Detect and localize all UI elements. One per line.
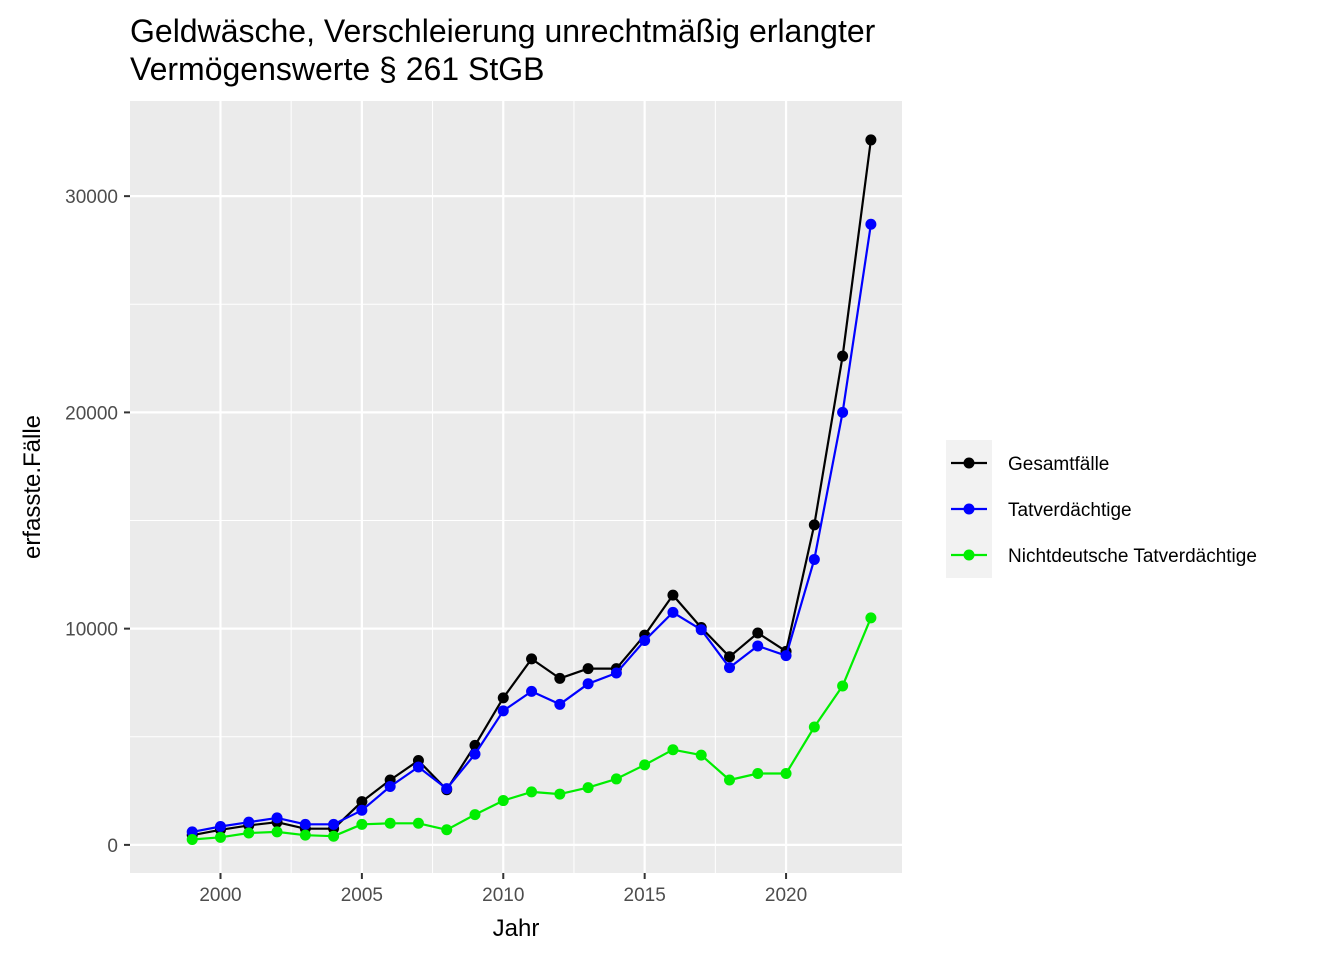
- data-point: [724, 651, 736, 663]
- data-point: [837, 680, 849, 692]
- x-tick-label: 2015: [624, 885, 666, 906]
- y-axis: 0 10000 20000 30000: [65, 187, 130, 857]
- x-tick-label: 2010: [482, 885, 524, 906]
- data-point: [412, 761, 424, 773]
- data-point: [299, 829, 311, 841]
- data-point: [780, 650, 792, 662]
- data-point: [356, 796, 368, 808]
- legend-key-point: [963, 457, 975, 469]
- grid-minor: [130, 101, 902, 873]
- y-tick-label: 20000: [65, 403, 118, 424]
- data-point: [639, 759, 651, 771]
- chart-title: Geldwäsche, Verschleierung unrechtmäßig …: [130, 12, 875, 88]
- series-3: [186, 612, 877, 845]
- data-point: [610, 667, 622, 679]
- data-point: [526, 786, 538, 798]
- data-point: [808, 519, 820, 531]
- data-point: [497, 692, 509, 704]
- data-point: [752, 627, 764, 639]
- data-point: [328, 830, 340, 842]
- data-point: [667, 589, 679, 601]
- legend-label: Gesamtfälle: [1008, 454, 1109, 475]
- grid-major: [130, 101, 902, 873]
- x-tick-label: 2020: [765, 885, 807, 906]
- data-point: [865, 134, 877, 146]
- data-point: [780, 768, 792, 780]
- data-point: [356, 804, 368, 816]
- legend-item: Tatverdächtige: [951, 500, 1132, 521]
- x-tick-label: 2005: [341, 885, 383, 906]
- series-2: [186, 218, 877, 838]
- data-point: [186, 826, 198, 838]
- data-point: [639, 635, 651, 647]
- data-point: [356, 818, 368, 830]
- legend-key-point: [963, 549, 975, 561]
- data-point: [469, 748, 481, 760]
- data-point: [752, 640, 764, 652]
- data-point: [865, 612, 877, 624]
- y-tick-label: 10000: [65, 620, 118, 641]
- legend: Gesamtfälle Tatverdächtige Nichtdeutsche T…: [946, 440, 1257, 578]
- data-point: [695, 749, 707, 761]
- data-point: [865, 218, 877, 230]
- data-point: [837, 350, 849, 362]
- data-point: [582, 782, 594, 794]
- data-point: [214, 821, 226, 833]
- data-point: [384, 817, 396, 829]
- data-point: [243, 816, 255, 828]
- data-point: [695, 624, 707, 636]
- data-point: [186, 833, 198, 845]
- data-point: [837, 406, 849, 418]
- legend-item: Gesamtfälle: [951, 454, 1109, 475]
- legend-item: Nichtdeutsche Tatverdächtige: [951, 546, 1257, 567]
- data-point: [497, 705, 509, 717]
- legend-label: Nichtdeutsche Tatverdächtige: [1008, 546, 1257, 567]
- data-point: [554, 672, 566, 684]
- x-axis-title: Jahr: [493, 915, 540, 942]
- chart-title-line-1: Geldwäsche, Verschleierung unrechtmäßig …: [130, 13, 876, 49]
- data-point: [752, 768, 764, 780]
- y-tick-label: 0: [107, 836, 118, 857]
- data-point: [554, 788, 566, 800]
- data-point: [214, 831, 226, 843]
- y-tick-label: 30000: [65, 187, 118, 208]
- data-point: [582, 678, 594, 690]
- data-point: [582, 663, 594, 675]
- data-point: [412, 817, 424, 829]
- data-point: [469, 809, 481, 821]
- data-point: [667, 606, 679, 618]
- data-point: [526, 685, 538, 697]
- plot-panel: [130, 101, 902, 873]
- data-point: [808, 553, 820, 565]
- x-axis: 2000 2005 2010 2015 2020: [199, 873, 807, 906]
- legend-label: Tatverdächtige: [1008, 500, 1132, 521]
- data-point: [441, 783, 453, 795]
- data-point: [299, 818, 311, 830]
- data-point: [724, 774, 736, 786]
- legend-key-point: [963, 503, 975, 515]
- data-point: [384, 781, 396, 793]
- data-point: [497, 795, 509, 807]
- data-point: [271, 812, 283, 824]
- data-point: [724, 662, 736, 674]
- data-point: [808, 721, 820, 733]
- series-layer: [186, 134, 877, 845]
- data-point: [328, 818, 340, 830]
- data-point: [667, 744, 679, 756]
- data-point: [610, 773, 622, 785]
- y-axis-title: erfasste.Fälle: [19, 415, 46, 559]
- data-point: [243, 827, 255, 839]
- data-point: [526, 653, 538, 665]
- data-point: [554, 698, 566, 710]
- x-tick-label: 2000: [199, 885, 241, 906]
- data-point: [441, 824, 453, 836]
- data-point: [271, 826, 283, 838]
- chart-title-line-2: Vermögenswerte § 261 StGB: [130, 51, 545, 87]
